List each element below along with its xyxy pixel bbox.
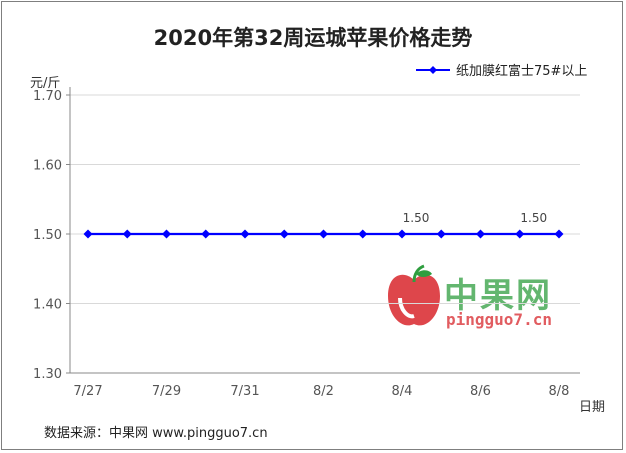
x-axis-unit: 日期	[579, 400, 606, 415]
legend-swatch	[416, 65, 450, 74]
y-axis-unit: 元/斤	[30, 76, 61, 91]
data-point	[397, 229, 407, 239]
x-tick-label: 8/6	[470, 384, 491, 399]
legend: 纸加膜红富士75#以上	[416, 60, 587, 79]
data-point	[515, 229, 525, 239]
data-label: 1.50	[520, 211, 547, 225]
data-point	[319, 229, 328, 239]
chart-title: 2020年第32周运城苹果价格走势	[153, 26, 473, 50]
data-point	[358, 229, 368, 239]
y-tick-label: 1.30	[33, 367, 62, 382]
y-tick-label: 1.40	[33, 298, 62, 313]
watermark: 中果网 pingguo7.cn	[384, 264, 584, 334]
data-point	[436, 229, 446, 239]
data-point	[83, 229, 93, 239]
x-tick-label: 8/2	[313, 384, 334, 399]
apple-logo-icon	[388, 264, 440, 326]
y-tick-label: 1.60	[33, 159, 62, 174]
data-label: 1.50	[403, 211, 430, 225]
watermark-name: 中果网	[444, 276, 552, 316]
x-tick-label: 7/27	[73, 384, 102, 399]
data-point	[279, 229, 289, 239]
x-tick-label: 8/4	[392, 384, 413, 399]
data-point	[476, 229, 485, 239]
data-point	[240, 229, 250, 239]
data-point	[554, 229, 564, 239]
data-point	[201, 229, 211, 239]
legend-label: 纸加膜红富士75#以上	[456, 64, 588, 79]
x-tick-label: 8/8	[549, 384, 570, 399]
watermark-site: pingguo7.cn	[446, 310, 552, 329]
footer-source: 数据来源：中果网 www.pingguo7.cn	[44, 426, 268, 441]
data-point	[162, 229, 171, 239]
x-tick-label: 7/31	[230, 384, 259, 399]
x-tick-label: 7/29	[152, 384, 181, 399]
y-tick-label: 1.50	[33, 228, 62, 243]
y-tick-label: 1.70	[33, 89, 62, 104]
data-point	[122, 229, 132, 239]
